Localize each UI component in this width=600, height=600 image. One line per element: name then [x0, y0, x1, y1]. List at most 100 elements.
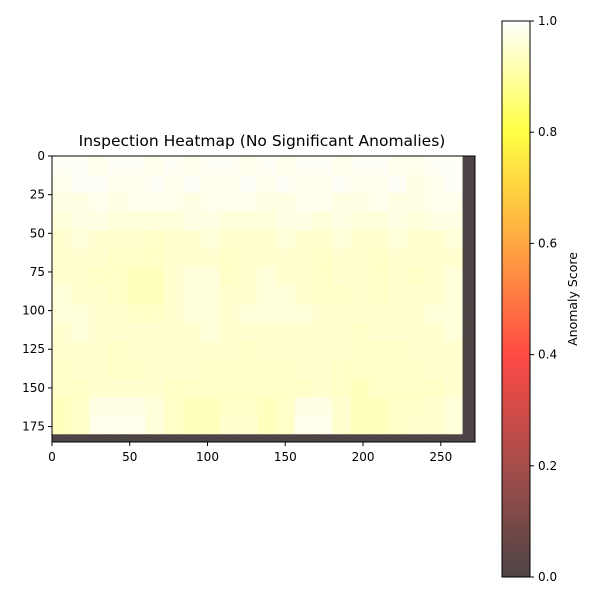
heatmap-cell — [294, 341, 314, 361]
heatmap-cell — [219, 341, 240, 361]
heatmap-cell — [107, 285, 128, 305]
y-axis: 0 25 50 75 100 125 150 175 — [22, 149, 52, 434]
heatmap-cell — [369, 230, 389, 250]
heatmap-cell — [425, 174, 445, 194]
heatmap-cell — [89, 248, 109, 268]
heatmap-cell — [313, 267, 333, 287]
heatmap-cell — [70, 341, 90, 361]
heatmap-cell — [350, 174, 370, 194]
heatmap-cell — [219, 434, 240, 443]
heatmap-cell — [89, 434, 109, 443]
heatmap-cell — [425, 434, 445, 443]
heatmap-cell — [462, 397, 476, 417]
heatmap-cell — [462, 174, 476, 194]
heatmap-cell — [70, 304, 90, 324]
heatmap-cell — [52, 397, 72, 417]
heatmap-cell — [107, 360, 128, 380]
heatmap-cell — [163, 174, 184, 194]
heatmap-cell — [443, 193, 464, 213]
heatmap-cell — [294, 174, 314, 194]
heatmap-cell — [201, 193, 221, 213]
heatmap-cell — [107, 156, 128, 176]
heatmap-cell — [275, 415, 296, 435]
heatmap-cell — [182, 267, 202, 287]
plot-frame — [51, 155, 476, 443]
heatmap-cell — [443, 341, 464, 361]
heatmap-cell — [107, 341, 128, 361]
heatmap-cell — [182, 304, 202, 324]
heatmap-cell — [257, 285, 277, 305]
heatmap-cell — [294, 304, 314, 324]
heatmap-cell — [443, 267, 464, 287]
heatmap-cell — [238, 230, 258, 250]
heatmap-cell — [294, 415, 314, 435]
x-axis: 0 50 100 150 200 250 — [48, 442, 452, 464]
heatmap-cell — [126, 304, 146, 324]
heatmap-cell — [369, 322, 389, 343]
heatmap-cell — [52, 322, 72, 343]
heatmap-cell — [443, 322, 464, 343]
heatmap-cell — [350, 397, 370, 417]
heatmap-cell — [89, 285, 109, 305]
heatmap-cell — [219, 174, 240, 194]
heatmap-cell — [257, 322, 277, 343]
heatmap-cell — [387, 211, 408, 231]
heatmap-cell — [369, 285, 389, 305]
heatmap-cell — [462, 156, 476, 176]
heatmap-cell — [406, 174, 426, 194]
heatmap-cell — [238, 341, 258, 361]
heatmap-cell — [89, 211, 109, 231]
heatmap-cell — [313, 360, 333, 380]
heatmap-cell — [163, 304, 184, 324]
x-tick-label: 50 — [122, 450, 137, 464]
heatmap-cell — [219, 415, 240, 435]
heatmap-cell — [182, 322, 202, 343]
heatmap-cell — [52, 174, 72, 194]
heatmap-cell — [163, 285, 184, 305]
heatmap-cell — [350, 156, 370, 176]
heatmap-cell — [126, 360, 146, 380]
heatmap-cell — [462, 360, 476, 380]
heatmap-cell — [425, 397, 445, 417]
heatmap-cell — [387, 304, 408, 324]
heatmap-cell — [425, 267, 445, 287]
heatmap-cell — [406, 230, 426, 250]
heatmap-cell — [163, 434, 184, 443]
heatmap-cell — [387, 322, 408, 343]
heatmap-cell — [294, 211, 314, 231]
heatmap-cell — [369, 360, 389, 380]
heatmap-cell — [387, 174, 408, 194]
heatmap-cell — [107, 415, 128, 435]
heatmap-cell — [425, 285, 445, 305]
colorbar-tick-label: 0.6 — [538, 236, 557, 250]
heatmap-cell — [331, 230, 352, 250]
heatmap-cell — [313, 415, 333, 435]
heatmap-cell — [257, 174, 277, 194]
heatmap-cell — [182, 156, 202, 176]
heatmap-cell — [201, 304, 221, 324]
heatmap-cell — [201, 248, 221, 268]
heatmap-cell — [387, 230, 408, 250]
heatmap-cell — [107, 267, 128, 287]
heatmap-cell — [238, 360, 258, 380]
heatmap-cell — [70, 211, 90, 231]
heatmap-cell — [350, 415, 370, 435]
y-tick-label: 0 — [37, 149, 45, 163]
heatmap-cell — [406, 193, 426, 213]
heatmap-cell — [52, 285, 72, 305]
heatmap-cell — [238, 322, 258, 343]
heatmap-cell — [182, 360, 202, 380]
colorbar-tick-label: 1.0 — [538, 14, 557, 28]
heatmap-cell — [52, 156, 72, 176]
heatmap-cell — [275, 341, 296, 361]
heatmap-cell — [350, 211, 370, 231]
heatmap-cell — [182, 415, 202, 435]
heatmap-cell — [89, 230, 109, 250]
heatmap-cell — [107, 397, 128, 417]
heatmap-cell — [145, 322, 165, 343]
heatmap-cell — [238, 285, 258, 305]
chart-title: Inspection Heatmap (No Significant Anoma… — [79, 132, 446, 150]
heatmap-cell — [70, 193, 90, 213]
heatmap-cell — [70, 230, 90, 250]
heatmap-cell — [126, 378, 146, 398]
